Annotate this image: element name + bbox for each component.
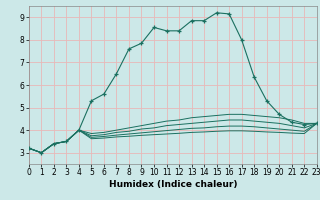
X-axis label: Humidex (Indice chaleur): Humidex (Indice chaleur): [108, 180, 237, 189]
